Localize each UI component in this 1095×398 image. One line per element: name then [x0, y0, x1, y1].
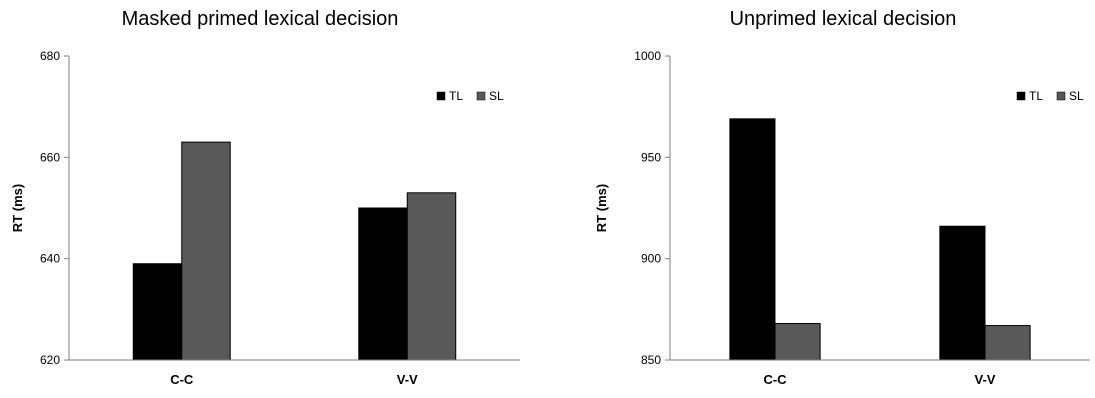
legend-swatch-sl	[476, 91, 486, 101]
y-tick-label: 1000	[634, 49, 661, 63]
y-tick-label: 640	[40, 252, 60, 266]
y-tick-label: 950	[641, 150, 661, 164]
y-tick-label: 620	[40, 353, 60, 367]
y-tick-label: 660	[40, 150, 60, 164]
chart-title: Unprimed lexical decision	[730, 8, 957, 30]
bar-tl-c-c	[132, 263, 183, 361]
bar-sl-c-c	[774, 323, 821, 361]
bar-tl-v-v	[358, 207, 408, 361]
bar-sl-v-v	[984, 325, 1031, 361]
legend-swatch-tl	[436, 91, 446, 101]
bar-tl-v-v	[939, 225, 986, 361]
chart-title: Masked primed lexical decision	[122, 8, 399, 30]
x-category-label: C-C	[170, 372, 194, 387]
x-category-label: V-V	[397, 372, 418, 387]
legend-swatch-tl	[1016, 91, 1026, 101]
legend-swatch-sl	[1056, 91, 1066, 101]
bar-sl-c-c	[181, 141, 231, 361]
y-axis-label: RT (ms)	[594, 184, 609, 232]
legend-label-sl: SL	[1069, 89, 1084, 103]
y-tick-label: 850	[641, 353, 661, 367]
y-axis-label: RT (ms)	[10, 184, 25, 232]
x-category-label: V-V	[975, 372, 996, 387]
y-tick-label: 900	[641, 252, 661, 266]
bar-tl-c-c	[729, 118, 776, 361]
bar-sl-v-v	[406, 192, 457, 361]
legend-label-tl: TL	[1029, 89, 1043, 103]
y-tick-label: 680	[40, 49, 60, 63]
legend-label-tl: TL	[449, 89, 463, 103]
x-category-label: C-C	[763, 372, 787, 387]
legend-label-sl: SL	[489, 89, 504, 103]
